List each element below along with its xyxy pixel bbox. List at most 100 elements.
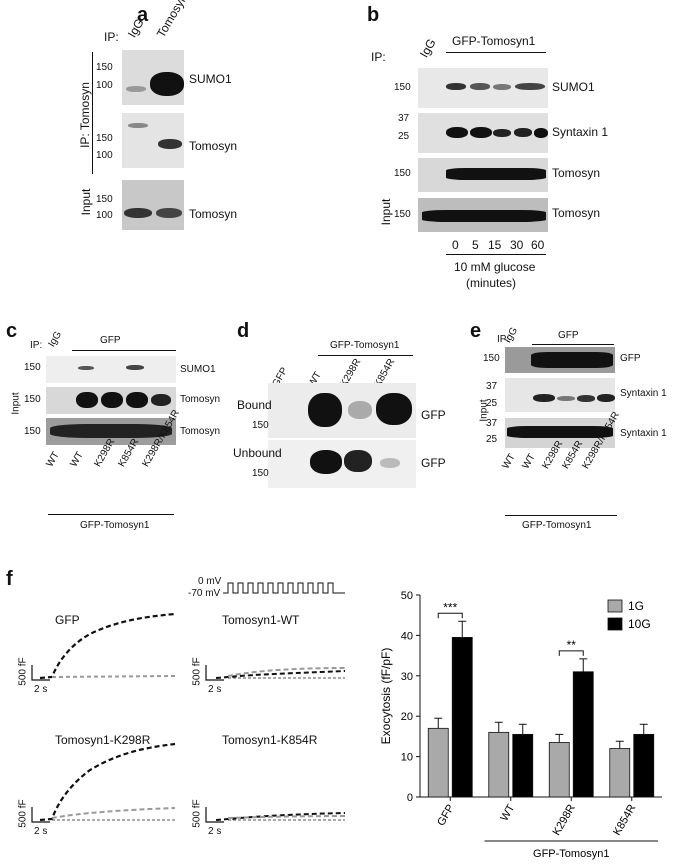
trace-1g — [227, 667, 346, 677]
lane-label: WT — [520, 452, 538, 471]
blot-name: SUMO1 — [552, 80, 595, 94]
bar — [633, 733, 655, 798]
western-blot — [122, 113, 184, 168]
lane-label: WT — [44, 450, 62, 469]
blot-name: Syntaxin 1 — [552, 125, 609, 139]
western-blot — [418, 68, 548, 108]
mw-tick: 100 — [96, 150, 113, 161]
time-label: 30 — [510, 238, 524, 252]
blot-name: Syntaxin 1 — [620, 388, 667, 399]
trace-10g — [215, 670, 346, 679]
mw-tick: 150 — [24, 426, 41, 437]
western-blot — [46, 356, 176, 383]
y-tick-label: 0 — [407, 792, 413, 804]
blot-name: Tomosyn — [180, 394, 221, 405]
panel-label: f — [6, 568, 13, 590]
x-tick-label: WT — [498, 802, 517, 823]
side-label-ip: IP: Tomosyn — [78, 82, 92, 148]
blot-name: Tomosyn — [189, 207, 238, 221]
y-tick-label: 40 — [401, 630, 413, 642]
row-label: Unbound — [233, 446, 282, 460]
mw-tick: 150 — [394, 209, 411, 220]
western-blot — [505, 347, 615, 373]
bar — [548, 742, 570, 798]
mw-tick: 100 — [96, 80, 113, 91]
time-label: 0 — [452, 238, 459, 252]
mw-tick: 150 — [96, 62, 113, 73]
trace-title: Tomosyn1-WT — [222, 613, 300, 627]
group-footer: GFP-Tomosyn1 — [522, 520, 592, 531]
western-blot — [122, 180, 184, 230]
western-blot — [505, 378, 615, 412]
mw-tick: 150 — [483, 353, 500, 364]
western-blot — [122, 50, 184, 105]
panel-label: c — [6, 320, 18, 342]
legend-label: 1G — [628, 599, 644, 613]
panel-label: d — [237, 320, 250, 342]
panel-label: a — [137, 4, 149, 26]
time-label: 15 — [488, 238, 502, 252]
legend-swatch — [607, 617, 623, 631]
legend-label: 10G — [628, 617, 651, 631]
bar-chart-svg: 0 10 20 30 40 50 Exocytosis (fF/pF) GFP WT K298R K… — [380, 590, 662, 860]
mw-tick: 150 — [394, 168, 411, 179]
scale-bar-x-label: 2 s — [208, 826, 222, 837]
bar — [572, 671, 594, 798]
mw-tick: 150 — [96, 133, 113, 144]
western-blot — [46, 387, 176, 414]
mw-tick: 25 — [398, 131, 410, 142]
lane-label: WT — [68, 450, 86, 469]
blot-name: SUMO1 — [180, 364, 216, 375]
blot-name: GFP — [620, 353, 641, 364]
lane-label: WT — [500, 452, 518, 471]
scale-bar — [205, 665, 224, 681]
protocol-label: 0 mV — [198, 576, 222, 587]
ip-label: IP: — [30, 340, 43, 351]
lane-label: Tomosyn — [153, 0, 191, 40]
group-label: GFP — [100, 335, 121, 346]
y-tick-label: 50 — [401, 590, 413, 602]
blot-name: SUMO1 — [189, 72, 232, 86]
ip-label: IP: — [104, 30, 119, 44]
mw-tick: 100 — [96, 210, 113, 221]
ip-label: IP: — [371, 50, 386, 64]
bar — [451, 637, 473, 798]
scale-bar — [205, 807, 224, 823]
blot-name: GFP — [421, 456, 446, 470]
lane-label: IgG — [416, 36, 439, 60]
western-blot — [505, 418, 615, 448]
trace-title: Tomosyn1-K298R — [55, 733, 151, 747]
mw-tick: 150 — [24, 394, 41, 405]
western-blot — [418, 113, 548, 153]
scale-bar — [31, 665, 50, 681]
y-axis-label: Exocytosis (fF/pF) — [380, 648, 393, 745]
protocol-label: -70 mV — [188, 588, 221, 599]
y-tick-label: 30 — [401, 671, 413, 683]
mw-tick: 37 — [486, 418, 498, 429]
glucose-label: 10 mM glucose — [454, 260, 536, 274]
significance-bracket — [558, 650, 584, 656]
panel-label: e — [470, 320, 482, 342]
mw-tick: 25 — [486, 434, 498, 445]
ip-label: IP: — [497, 334, 510, 345]
blot-name: Tomosyn — [552, 206, 601, 220]
bar — [609, 748, 631, 798]
trace-title: GFP — [55, 613, 80, 627]
mw-tick: 37 — [486, 381, 498, 392]
blot-name: Tomosyn — [189, 139, 238, 153]
significance-label: ** — [567, 638, 577, 652]
row-label: Bound — [237, 398, 272, 412]
time-label: 5 — [472, 238, 479, 252]
capacitance-traces — [31, 582, 346, 823]
y-tick-label: 10 — [401, 752, 413, 764]
blot-name: Tomosyn — [180, 426, 221, 437]
y-tick-label: 20 — [401, 711, 413, 723]
side-label-input: Input — [10, 392, 22, 415]
trace-1g — [51, 675, 176, 678]
mw-tick: 150 — [96, 194, 113, 205]
lane-label: IgG — [46, 329, 65, 349]
scale-bar-x-label: 2 s — [34, 826, 48, 837]
mw-tick: 150 — [252, 420, 269, 431]
trace-title: Tomosyn1-K854R — [222, 733, 318, 747]
bar — [488, 731, 510, 798]
